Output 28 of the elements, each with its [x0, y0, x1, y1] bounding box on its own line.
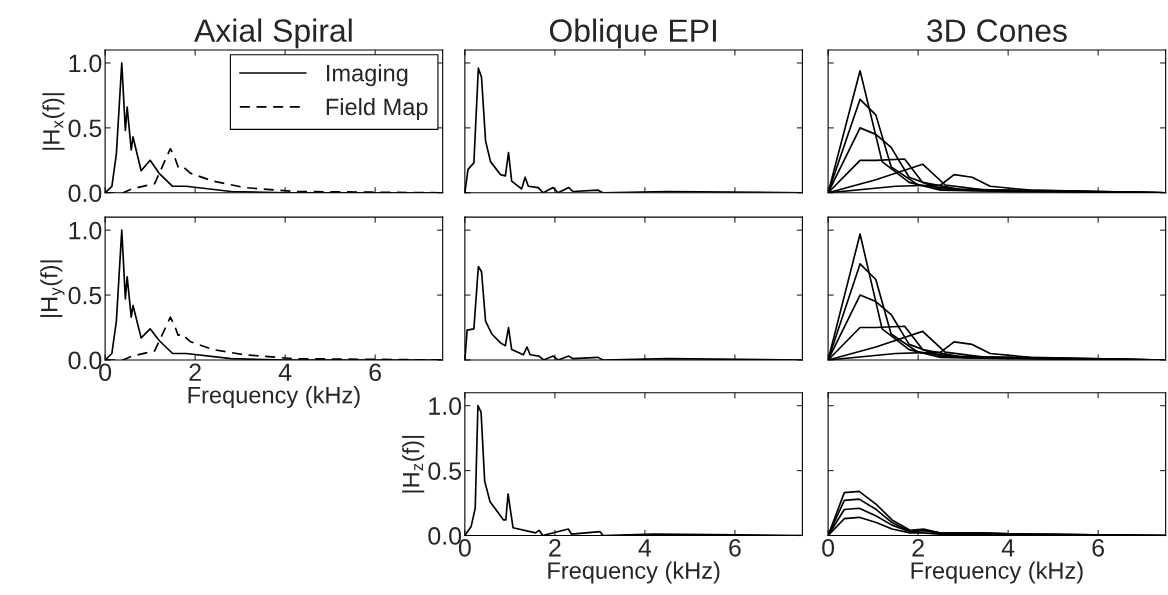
- x-axis-title: Frequency (kHz): [548, 561, 720, 584]
- y-tick-label: 1.0: [69, 221, 102, 240]
- x-axis-title: Frequency (kHz): [188, 386, 360, 409]
- chart-title: 3D Cones: [927, 19, 1067, 42]
- y-axis-title: |H$_{z}$(f)|: [402, 435, 425, 493]
- x-tick-label: 2: [912, 538, 924, 557]
- x-tick-label: 6: [729, 538, 741, 557]
- chart-title: Axial Spiral: [194, 18, 352, 49]
- x-tick-label: 2: [549, 538, 561, 557]
- x-tick-label: 4: [1001, 539, 1015, 557]
- x-tick-label: 6: [1092, 538, 1105, 557]
- x-tick-label: 0: [822, 538, 835, 557]
- y-tick-label: 0.5: [428, 462, 462, 480]
- y-axis-title: |H$_{x}$(f)|: [42, 93, 65, 150]
- y-axis-title: |H$_{y}$(f)|: [40, 260, 65, 317]
- legend-label: Field Map: [326, 97, 428, 120]
- y-tick-label: 1.0: [429, 397, 462, 415]
- x-tick-label: 4: [278, 363, 292, 381]
- chart-title: Oblique EPI: [549, 18, 716, 49]
- y-tick-label: 1.0: [69, 54, 102, 73]
- y-tick-label: 0.5: [68, 286, 102, 305]
- x-axis-title: Frequency (kHz): [911, 561, 1083, 584]
- y-tick-label: 0.0: [68, 184, 102, 203]
- y-tick-label: 0.5: [68, 119, 102, 138]
- legend-label: Imaging: [327, 64, 408, 87]
- x-tick-label: 2: [189, 363, 201, 381]
- x-tick-label: 6: [369, 363, 382, 382]
- x-tick-label: 4: [638, 539, 652, 557]
